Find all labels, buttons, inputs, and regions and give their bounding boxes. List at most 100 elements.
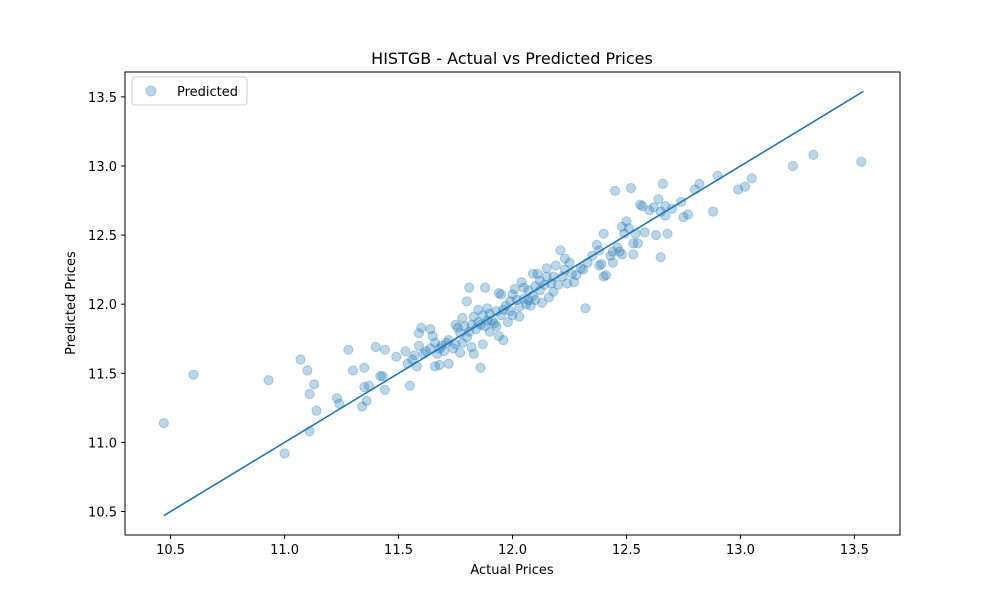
data-point <box>537 297 548 308</box>
data-point <box>448 343 459 354</box>
data-point <box>553 279 564 290</box>
data-point <box>612 242 623 253</box>
data-point <box>598 228 609 239</box>
data-point <box>347 365 358 376</box>
data-point <box>491 321 502 332</box>
data-point <box>562 278 573 289</box>
data-point <box>635 199 646 210</box>
data-point <box>370 341 381 353</box>
data-point <box>363 380 374 391</box>
data-point <box>653 194 664 205</box>
data-point <box>550 260 561 271</box>
data-point <box>498 335 509 346</box>
data-point <box>427 330 438 342</box>
data-point <box>610 185 621 196</box>
data-point <box>566 268 577 279</box>
legend-label: Predicted <box>177 85 238 100</box>
data-point <box>496 289 507 300</box>
data-point <box>443 358 454 369</box>
data-point <box>302 365 313 376</box>
data-point <box>482 303 493 314</box>
data-point <box>605 250 616 261</box>
data-point <box>484 326 495 337</box>
data-point <box>361 395 372 406</box>
data-point <box>594 260 605 271</box>
data-point <box>628 249 639 260</box>
data-point <box>541 271 552 282</box>
data-point <box>514 311 525 322</box>
legend-marker <box>145 85 157 97</box>
x-tick-label: 12.5 <box>612 543 641 558</box>
data-point <box>468 311 479 322</box>
data-point <box>607 246 618 257</box>
data-point <box>309 379 320 390</box>
data-point <box>480 282 491 293</box>
data-point <box>657 178 669 189</box>
data-point <box>637 201 648 212</box>
data-point <box>502 317 513 328</box>
data-point <box>455 347 466 358</box>
data-point <box>489 318 500 329</box>
x-tick-label: 11.5 <box>384 543 413 558</box>
data-point <box>359 362 370 373</box>
data-point <box>477 339 488 350</box>
data-point <box>429 361 441 372</box>
x-axis: 10.5 11.0 11.5 12.0 12.5 13.0 13.5 <box>156 535 869 558</box>
data-point <box>521 299 532 310</box>
data-point <box>564 257 575 268</box>
data-point <box>507 310 518 321</box>
data-point <box>263 375 274 386</box>
data-point <box>739 181 751 192</box>
data-point <box>598 271 609 282</box>
y-tick-label: 10.5 <box>88 506 117 521</box>
data-point <box>434 359 445 371</box>
data-point <box>651 230 662 241</box>
plot-area <box>124 71 901 536</box>
data-point <box>413 340 425 351</box>
data-point <box>787 160 799 172</box>
data-point <box>616 249 628 260</box>
data-point <box>468 348 479 359</box>
data-point <box>808 149 819 160</box>
data-point <box>493 330 504 342</box>
data-point <box>516 277 527 288</box>
data-point <box>357 401 368 412</box>
legend-box <box>131 76 248 106</box>
data-point <box>596 259 607 270</box>
data-point <box>591 239 602 250</box>
data-point <box>475 362 486 373</box>
data-point <box>568 277 580 288</box>
data-point <box>662 228 673 239</box>
data-point <box>295 354 306 365</box>
data-point <box>607 257 618 268</box>
y-tick-label: 13.5 <box>88 91 117 106</box>
data-point <box>493 288 504 299</box>
data-point <box>375 371 386 382</box>
data-point <box>464 282 475 293</box>
data-point <box>311 405 322 416</box>
data-point <box>571 270 582 281</box>
data-point <box>614 246 625 257</box>
y-axis-label: Predicted Prices <box>64 251 79 355</box>
data-point <box>457 312 468 324</box>
x-tick-label: 13.0 <box>726 543 755 558</box>
data-point <box>473 304 484 315</box>
data-point <box>532 268 543 279</box>
legend: Predicted <box>131 76 248 106</box>
data-point <box>379 384 390 395</box>
data-point <box>457 337 468 348</box>
y-tick-label: 12.0 <box>88 298 117 313</box>
x-tick-label: 12.0 <box>498 543 527 558</box>
data-point <box>541 263 552 274</box>
data-point <box>400 346 411 357</box>
data-point <box>461 332 472 343</box>
data-point <box>575 263 587 274</box>
data-point <box>411 361 422 372</box>
data-point <box>379 344 390 355</box>
data-point <box>450 339 461 350</box>
data-point <box>694 178 705 189</box>
data-point <box>580 303 591 314</box>
data-point <box>377 371 388 382</box>
data-point <box>452 322 463 333</box>
data-point <box>639 227 650 238</box>
